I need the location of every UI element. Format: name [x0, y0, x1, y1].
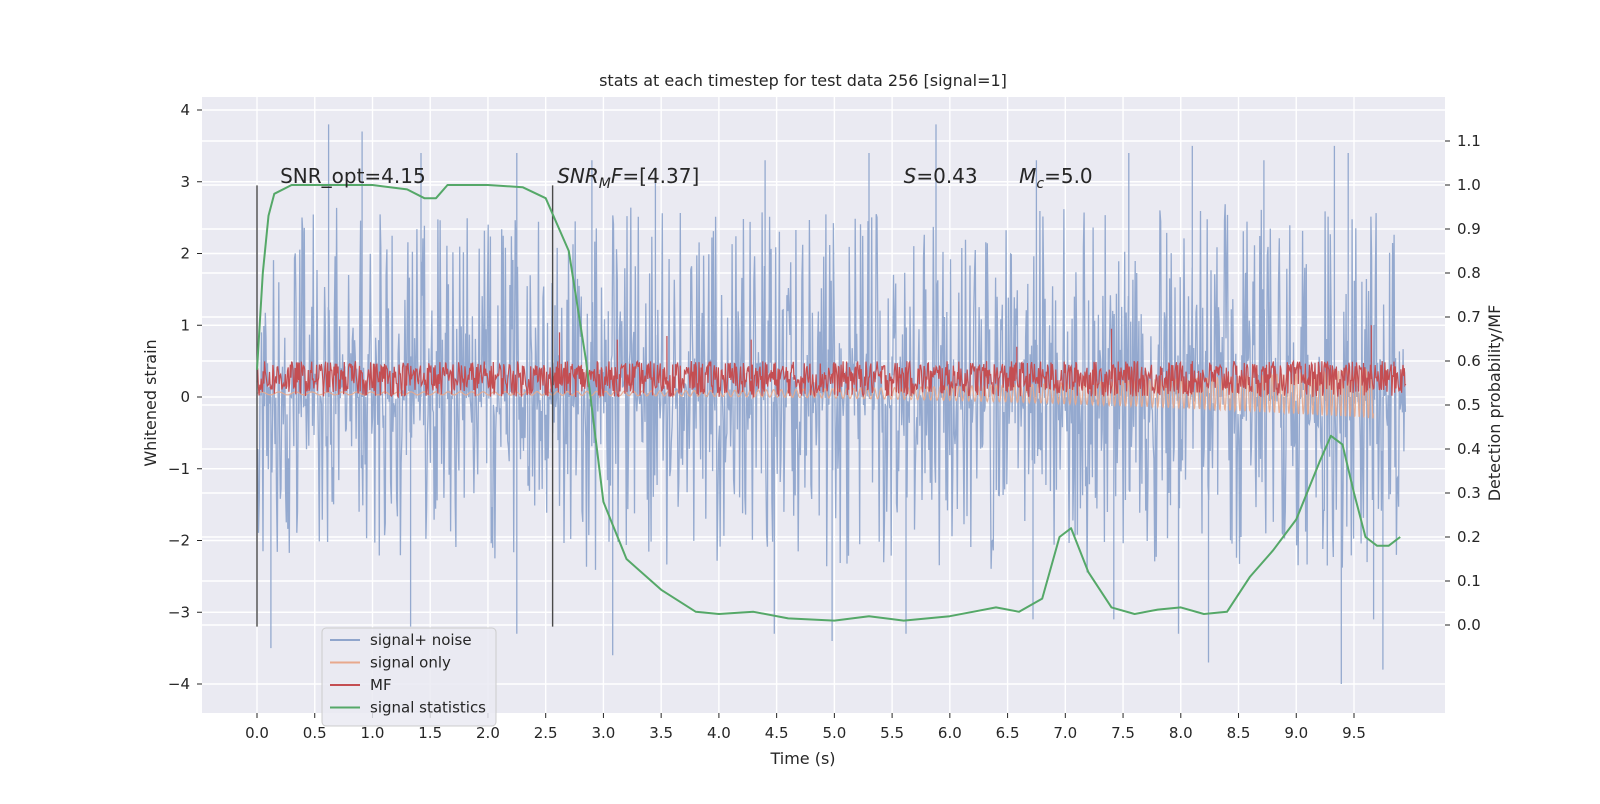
- x-tick-label: 2.5: [534, 724, 558, 742]
- y-axis-left-label: Whitened strain: [141, 339, 160, 466]
- annotation-part: =[4.37]: [622, 164, 699, 188]
- y-right-tick-label: 1.0: [1457, 176, 1481, 194]
- annotation-part: F: [611, 164, 623, 188]
- annotation-snr-opt: SNR_opt=4.15: [280, 164, 426, 188]
- chart-title: stats at each timestep for test data 256…: [599, 71, 1007, 90]
- x-tick-label: 8.5: [1227, 724, 1251, 742]
- series-signal-only: [256, 368, 1374, 419]
- annotation-part: SNR: [557, 164, 599, 188]
- x-tick-label: 5.5: [880, 724, 904, 742]
- y-right-tick-label: 0.6: [1457, 352, 1481, 370]
- y-left-tick-label: 4: [180, 101, 190, 119]
- series-signal-noise: [256, 124, 1407, 684]
- annotation-part: =0.43: [916, 164, 977, 188]
- annotation-part: c: [1036, 176, 1044, 192]
- annotation-part: M: [1019, 164, 1036, 188]
- series-mf: [256, 325, 1407, 400]
- x-tick-label: 1.0: [361, 724, 385, 742]
- y-right-tick-label: 0.7: [1457, 308, 1481, 326]
- x-tick-label: 3.5: [649, 724, 673, 742]
- x-tick-label: 3.0: [591, 724, 615, 742]
- annotation-mc-value: Mc=5.0: [1019, 164, 1093, 192]
- y-right-tick-label: 0.0: [1457, 616, 1481, 634]
- annotation-part: SNR_opt=4.15: [280, 164, 426, 188]
- x-tick-label: 0.0: [245, 724, 269, 742]
- x-tick-label: 0.5: [303, 724, 327, 742]
- x-tick-label: 9.5: [1342, 724, 1366, 742]
- x-tick-label: 6.0: [938, 724, 962, 742]
- y-left-tick-label: 2: [180, 245, 190, 263]
- x-tick-label: 4.5: [765, 724, 789, 742]
- y-left-tick-label: 3: [180, 173, 190, 191]
- x-axis-label: Time (s): [769, 749, 835, 768]
- x-tick-label: 1.5: [418, 724, 442, 742]
- y-right-tick-label: 0.1: [1457, 572, 1481, 590]
- x-tick-label: 2.0: [476, 724, 500, 742]
- y-left-tick-label: −3: [168, 603, 190, 621]
- y-right-tick-label: 0.5: [1457, 396, 1481, 414]
- y-left-tick-label: −1: [168, 460, 190, 478]
- y-right-tick-label: 0.3: [1457, 484, 1481, 502]
- legend: signal+ noise signal only MF signal statist…: [321, 627, 497, 727]
- annotation-part: M: [599, 176, 611, 192]
- x-tick-label: 6.5: [996, 724, 1020, 742]
- y-left-tick-label: 0: [180, 388, 190, 406]
- y-right-tick-label: 0.4: [1457, 440, 1481, 458]
- legend-box: [321, 627, 497, 727]
- y-right-tick-label: 0.9: [1457, 220, 1481, 238]
- annotation-snr-mf: SNRMF=[4.37]: [557, 164, 699, 192]
- x-tick-label: 7.0: [1053, 724, 1077, 742]
- annotation-part: =5.0: [1044, 164, 1093, 188]
- x-tick-label: 5.0: [822, 724, 846, 742]
- y-right-tick-label: 0.8: [1457, 264, 1481, 282]
- x-tick-label: 4.0: [707, 724, 731, 742]
- y-axis-right-label: Detection probability/MF: [1485, 305, 1504, 502]
- legend-label: MF: [370, 676, 392, 694]
- series-signal-statistics: [256, 184, 1401, 622]
- y-right-tick-label: 1.1: [1457, 132, 1481, 150]
- y-left-tick-label: 1: [180, 316, 190, 334]
- annotation-part: S: [904, 164, 917, 188]
- x-tick-label: 7.5: [1111, 724, 1135, 742]
- y-left-tick-label: −4: [168, 675, 190, 693]
- y-right-tick-label: 0.2: [1457, 528, 1481, 546]
- annotation-s-value: S=0.43: [904, 164, 978, 188]
- x-tick-label: 9.0: [1284, 724, 1308, 742]
- plot-area: 0.0 0.5 1.0 1.5 2.0 2.5 3.0 3.5 4.0 4.5 5.0 5.5 6.0 6…: [168, 97, 1481, 742]
- x-tick-label: 8.0: [1169, 724, 1193, 742]
- legend-label: signal only: [370, 654, 451, 672]
- legend-label: signal+ noise: [370, 631, 472, 649]
- y-left-tick-label: −2: [168, 532, 190, 550]
- legend-label: signal statistics: [370, 699, 486, 717]
